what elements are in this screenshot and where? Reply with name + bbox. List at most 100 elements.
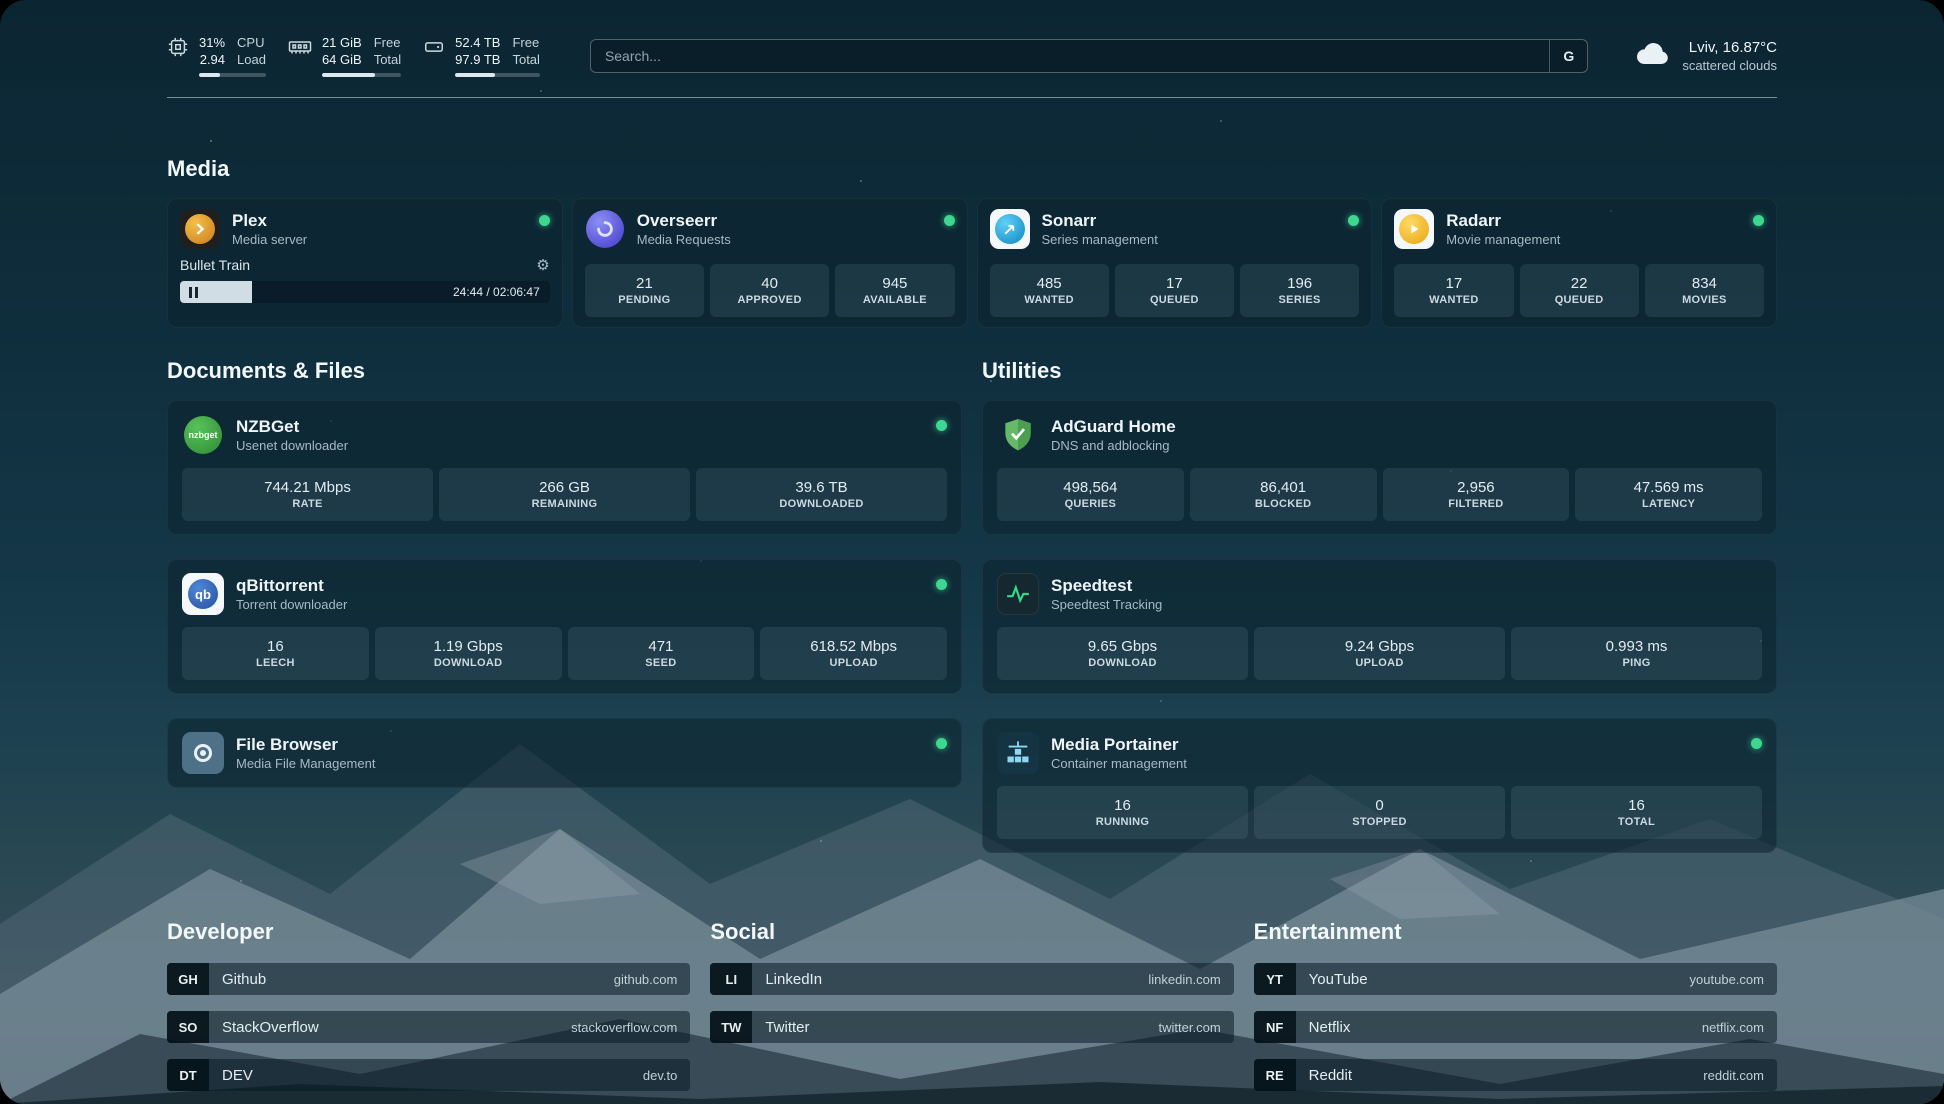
app-name: Media Portainer — [1051, 735, 1179, 754]
cpu-chip-icon — [167, 36, 189, 77]
bookmark-stackoverflow[interactable]: SO StackOverflow stackoverflow.com — [167, 1011, 691, 1043]
radarr-icon — [1394, 209, 1435, 249]
bookmark-dev[interactable]: DT DEV dev.to — [167, 1059, 691, 1091]
app-subtitle: Container management — [1051, 756, 1187, 771]
stat-filtered: 2,956 FILTERED — [1382, 468, 1570, 521]
stat-upload: 9.24 Gbps UPLOAD — [1254, 627, 1505, 680]
documents-column: Documents & Files nzbget NZBGet Usenet d… — [167, 358, 962, 853]
stat-queued: 17 QUEUED — [1114, 264, 1234, 317]
app-subtitle: Media server — [232, 232, 308, 247]
player-progress-fill — [180, 281, 253, 303]
bookmark-github[interactable]: GH Github github.com — [167, 963, 691, 995]
bookmark-reddit[interactable]: RE Reddit reddit.com — [1253, 1059, 1777, 1091]
plex-icon — [180, 209, 220, 249]
app-subtitle: Media File Management — [236, 756, 376, 771]
disk-total-value: 97.9 TB — [455, 52, 501, 67]
snow-specks — [0, 0, 2, 2]
pause-icon[interactable] — [189, 286, 198, 298]
adguard-shield-icon — [997, 414, 1039, 456]
section-title-entertainment: Entertainment — [1253, 919, 1402, 944]
bookmark-url: github.com — [613, 971, 678, 987]
disk-free-label: Free — [512, 35, 540, 50]
filebrowser-icon — [182, 732, 224, 774]
ram-icon — [288, 36, 312, 77]
bookmark-url: linkedin.com — [1148, 971, 1221, 987]
section-title-developer: Developer — [167, 919, 274, 944]
stat-leech: 16 LEECH — [182, 627, 369, 680]
cpu-percent: 31% — [199, 35, 226, 50]
status-dot — [943, 215, 955, 226]
search-engine-button[interactable]: G — [1549, 39, 1587, 72]
section-title-media: Media — [167, 156, 230, 181]
memory-widget: 21 GiB 64 GiB Free Total — [288, 34, 402, 77]
app-card-filebrowser[interactable]: File Browser Media File Management — [167, 718, 962, 788]
app-name: NZBGet — [236, 417, 300, 436]
app-card-qbittorrent[interactable]: qb qBittorrent Torrent downloader 16 — [167, 559, 962, 694]
app-subtitle: DNS and adblocking — [1051, 438, 1170, 453]
media-card-grid: Plex Media server Bullet Train ⚙ 24:44 /… — [167, 198, 1777, 328]
netflix-icon: NF — [1253, 1011, 1296, 1043]
player-time: 24:44 / 02:06:47 — [453, 285, 540, 299]
status-dot — [1753, 215, 1764, 226]
qbittorrent-icon: qb — [182, 573, 224, 615]
developer-group: Developer GH Github github.com SO StackO… — [167, 919, 691, 1091]
social-group: Social LI LinkedIn linkedin.com TW Twitt… — [710, 919, 1234, 1091]
bookmark-twitter[interactable]: TW Twitter twitter.com — [710, 1011, 1234, 1043]
bookmark-name: LinkedIn — [765, 970, 823, 988]
settings-gear-icon[interactable]: ⚙ — [536, 257, 550, 274]
bookmark-youtube[interactable]: YT YouTube youtube.com — [1253, 963, 1777, 995]
stat-movies: 834 MOVIES — [1644, 264, 1764, 317]
top-bar: 31% 2.94 CPU Load — [167, 0, 1777, 77]
weather-widget: Lviv, 16.87°C scattered clouds — [1634, 38, 1777, 74]
status-dot — [936, 738, 947, 749]
app-name: File Browser — [236, 735, 339, 754]
stat-series: 196 SERIES — [1240, 264, 1360, 317]
bookmark-netflix[interactable]: NF Netflix netflix.com — [1253, 1011, 1777, 1043]
app-name: Sonarr — [1041, 211, 1097, 230]
app-card-portainer[interactable]: Media Portainer Container management 16 … — [982, 718, 1777, 853]
app-card-sonarr[interactable]: Sonarr Series management 485 WANTED 17 Q… — [976, 198, 1373, 328]
bookmark-linkedin[interactable]: LI LinkedIn linkedin.com — [710, 963, 1234, 995]
storage-widget: 52.4 TB 97.9 TB Free Total — [423, 34, 540, 77]
weather-location: Lviv, 16.87°C — [1688, 38, 1777, 56]
app-card-overseerr[interactable]: Overseerr Media Requests 21 PENDING 40 A… — [571, 198, 968, 328]
app-subtitle: Series management — [1041, 232, 1158, 247]
stat-total: 16 TOTAL — [1511, 786, 1762, 839]
youtube-icon: YT — [1253, 963, 1296, 995]
portainer-icon — [997, 732, 1039, 774]
bookmark-name: YouTube — [1308, 970, 1368, 988]
app-name: Overseerr — [636, 211, 718, 230]
github-icon: GH — [167, 963, 209, 995]
disk-progress-bar — [455, 73, 540, 77]
app-subtitle: Speedtest Tracking — [1051, 597, 1163, 612]
app-card-radarr[interactable]: Radarr Movie management 17 WANTED 22 QUE… — [1381, 198, 1777, 328]
bookmark-url: netflix.com — [1701, 1019, 1764, 1035]
search-input[interactable] — [590, 39, 1550, 72]
app-card-plex[interactable]: Plex Media server Bullet Train ⚙ 24:44 /… — [167, 198, 563, 328]
stat-queries: 498,564 QUERIES — [997, 468, 1184, 521]
search-bar: G — [589, 38, 1589, 73]
section-title-utilities: Utilities — [982, 358, 1062, 383]
player-seek-bar[interactable]: 24:44 / 02:06:47 — [180, 281, 550, 303]
cpu-load-value: 2.94 — [199, 52, 226, 67]
section-title-documents: Documents & Files — [167, 358, 366, 383]
app-name: Radarr — [1446, 211, 1502, 230]
stat-running: 16 RUNNING — [997, 786, 1248, 839]
app-card-nzbget[interactable]: nzbget NZBGet Usenet downloader 744.21 M… — [167, 400, 962, 535]
bookmark-name: StackOverflow — [222, 1018, 319, 1036]
bookmark-name: Github — [222, 970, 267, 988]
status-dot — [936, 579, 947, 590]
status-dot — [1348, 215, 1360, 226]
nzbget-icon: nzbget — [182, 414, 224, 456]
disk-total-label: Total — [512, 52, 540, 67]
app-subtitle: Usenet downloader — [236, 438, 349, 453]
app-card-adguard[interactable]: AdGuard Home DNS and adblocking 498,564 … — [982, 400, 1777, 535]
bookmark-url: dev.to — [642, 1067, 678, 1083]
section-title-social: Social — [710, 919, 776, 944]
stat-latency: 47.569 ms LATENCY — [1575, 468, 1762, 521]
stat-ping: 0.993 ms PING — [1511, 627, 1762, 680]
app-card-speedtest[interactable]: Speedtest Speedtest Tracking 9.65 Gbps D… — [982, 559, 1777, 694]
reddit-icon: RE — [1253, 1059, 1296, 1091]
stat-available: 945 AVAILABLE — [835, 264, 955, 317]
ram-free-label: Free — [373, 35, 401, 50]
